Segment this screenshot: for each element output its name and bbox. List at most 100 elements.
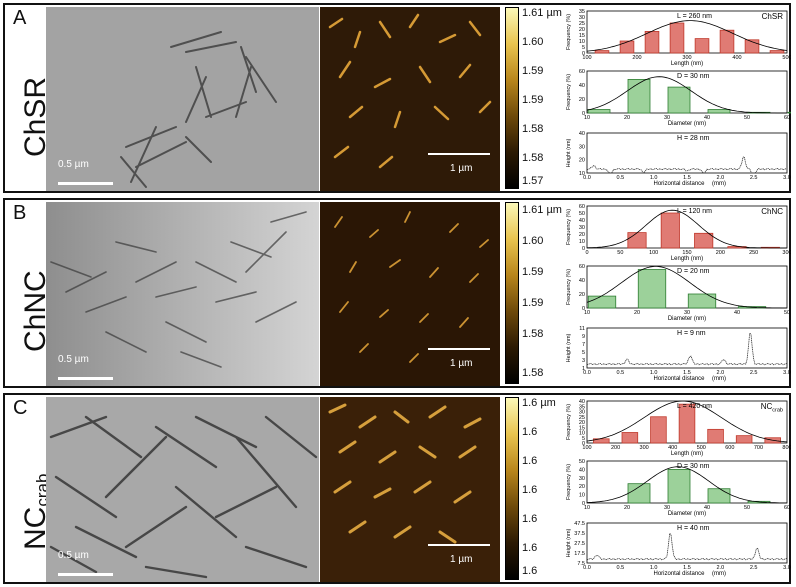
x-tick-label: 50	[744, 115, 750, 121]
x-tick-label: 20	[624, 115, 630, 121]
afm-scale-label: 1 µm	[450, 554, 473, 565]
histogram-bar	[787, 111, 791, 114]
x-axis-unit: (mm)	[712, 376, 726, 382]
x-tick-label: 1.5	[683, 565, 691, 571]
colorbar-tick: 1.6	[522, 513, 538, 525]
histogram-bar	[694, 38, 710, 54]
plot-frame	[586, 327, 788, 369]
y-tick-label: 30	[579, 476, 585, 482]
y-tick-label: 20	[579, 158, 585, 164]
y-axis-label: Frequency (%)	[566, 209, 572, 245]
y-tick-label: 60	[579, 204, 585, 210]
height-profile	[586, 156, 788, 174]
x-tick-label: 200	[632, 55, 641, 61]
panel-letter: C	[13, 397, 28, 419]
x-tick-label: 250	[749, 250, 758, 256]
x-tick-label: 2.0	[717, 370, 725, 376]
x-tick-label: 2.5	[750, 175, 758, 181]
x-tick-label: 3.0	[783, 175, 791, 181]
x-axis-label: Diameter (nm)	[668, 121, 706, 127]
x-tick-label: 400	[668, 445, 677, 451]
x-tick-label: 40	[734, 310, 740, 316]
x-axis-label: Horizontal distance	[653, 376, 705, 382]
y-tick-label: 30	[579, 15, 585, 21]
y-tick-label: 0	[582, 306, 585, 312]
panel-a: A ChSR 0.5 µm 1 µm 1.61 µm 1.60 1.59 1	[3, 3, 791, 193]
y-tick-label: 10	[579, 171, 585, 177]
tem-fibers	[46, 7, 319, 191]
x-tick-label: 0.0	[583, 370, 591, 376]
x-tick-label: 0	[585, 250, 588, 256]
x-tick-label: 0.5	[617, 175, 625, 181]
y-axis-label: Height (nm)	[566, 528, 572, 557]
x-tick-label: 60	[784, 505, 790, 511]
x-tick-label: 60	[784, 115, 790, 121]
x-tick-label: 2.0	[717, 175, 725, 181]
x-tick-label: 1.5	[683, 175, 691, 181]
y-tick-label: 0	[582, 51, 585, 57]
y-tick-label: 40	[579, 131, 585, 137]
y-tick-label: 0	[582, 111, 585, 117]
histogram-bar	[627, 79, 651, 114]
y-tick-label: 50	[579, 211, 585, 217]
plot-frame	[586, 265, 788, 309]
plot-frame	[586, 132, 788, 174]
x-tick-label: 300	[682, 55, 691, 61]
histogram-bar	[735, 435, 753, 444]
stat-label: H = 40 nm	[677, 525, 710, 532]
height-profile	[586, 332, 788, 366]
panel-b: B ChNC 0.5 µm 1 µm 1.61 µm 1.60 1.5	[3, 198, 791, 388]
y-tick-label: 0	[582, 441, 585, 447]
histogram-bar	[687, 293, 717, 309]
y-tick-label: 10	[579, 493, 585, 499]
colorbar-tick: 1.6 µm	[522, 397, 556, 409]
y-tick-label: 40	[579, 83, 585, 89]
afm-fibers	[320, 397, 500, 582]
histogram-bar	[619, 40, 635, 54]
x-tick-label: 10	[584, 505, 590, 511]
x-axis-label: Horizontal distance	[653, 181, 705, 187]
y-tick-label: 17.5	[574, 551, 585, 557]
tem-image: 0.5 µm	[46, 202, 319, 386]
x-tick-label: 1.0	[650, 565, 658, 571]
colorbar-tick: 1.57	[522, 175, 544, 187]
tem-scale-bar: 0.5 µm	[58, 550, 113, 576]
x-tick-label: 800	[782, 445, 791, 451]
x-tick-label: 100	[582, 55, 591, 61]
y-axis-label: Frequency (%)	[566, 74, 572, 110]
x-tick-label: 3.0	[783, 565, 791, 571]
stat-label: H = 28 nm	[677, 135, 710, 142]
colorbar-tick: 1.59	[522, 65, 544, 77]
colorbar-tick: 1.6	[522, 484, 538, 496]
x-tick-label: 300	[640, 445, 649, 451]
colorbar-tick: 1.6	[522, 565, 538, 577]
tem-scale-bar: 0.5 µm	[58, 354, 113, 380]
x-axis-label: Horizontal distance	[653, 571, 705, 577]
y-tick-label: 47.5	[574, 521, 585, 527]
stat-label: L = 260 nm	[677, 13, 712, 20]
sample-tag: ChSR	[762, 12, 784, 21]
y-tick-label: 20	[579, 232, 585, 238]
x-tick-label: 0.0	[583, 175, 591, 181]
colorbar-tick: 1.60	[522, 36, 544, 48]
y-tick-label: 25	[579, 415, 585, 421]
histogram-bar	[627, 232, 647, 249]
x-tick-label: 2.5	[750, 565, 758, 571]
x-tick-label: 1.0	[650, 370, 658, 376]
afm-colorbar	[505, 397, 519, 580]
histogram-bar	[719, 29, 735, 54]
y-tick-label: 25	[579, 21, 585, 27]
x-tick-label: 0.5	[617, 370, 625, 376]
stat-label: D = 30 nm	[677, 463, 710, 470]
fit-curve	[586, 400, 788, 443]
x-axis-label: Length (nm)	[671, 256, 703, 262]
tem-image: 0.5 µm	[46, 7, 319, 191]
y-tick-label: 40	[579, 278, 585, 284]
tem-scale-label: 0.5 µm	[58, 159, 89, 170]
x-tick-label: 100	[582, 445, 591, 451]
panel-letter: B	[13, 202, 27, 224]
y-tick-label: 7	[582, 342, 585, 348]
tem-scale-bar: 0.5 µm	[58, 159, 113, 185]
y-tick-label: 20	[579, 292, 585, 298]
